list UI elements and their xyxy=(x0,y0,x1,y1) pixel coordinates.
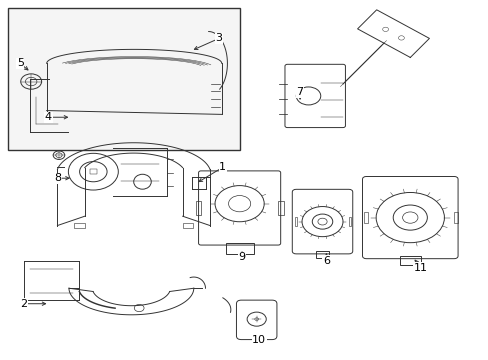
Bar xyxy=(364,212,367,223)
Bar xyxy=(278,201,283,215)
Bar xyxy=(399,256,420,265)
Bar xyxy=(195,201,201,215)
Text: 3: 3 xyxy=(215,33,222,43)
Text: 7: 7 xyxy=(296,87,303,97)
Bar xyxy=(225,243,253,253)
Text: 5: 5 xyxy=(17,58,23,68)
Text: 8: 8 xyxy=(55,173,61,183)
Text: 2: 2 xyxy=(20,299,28,309)
Bar xyxy=(294,217,297,226)
Bar xyxy=(182,223,193,228)
Bar xyxy=(315,251,328,258)
Bar xyxy=(453,212,457,223)
Text: 9: 9 xyxy=(238,252,245,262)
Text: 10: 10 xyxy=(252,334,265,345)
Bar xyxy=(348,217,350,226)
Bar xyxy=(8,8,239,149)
Text: 11: 11 xyxy=(413,263,427,273)
Bar xyxy=(90,169,97,174)
Text: 1: 1 xyxy=(219,162,225,172)
Text: 6: 6 xyxy=(322,256,329,266)
Text: 4: 4 xyxy=(45,112,52,122)
Bar xyxy=(74,223,85,228)
